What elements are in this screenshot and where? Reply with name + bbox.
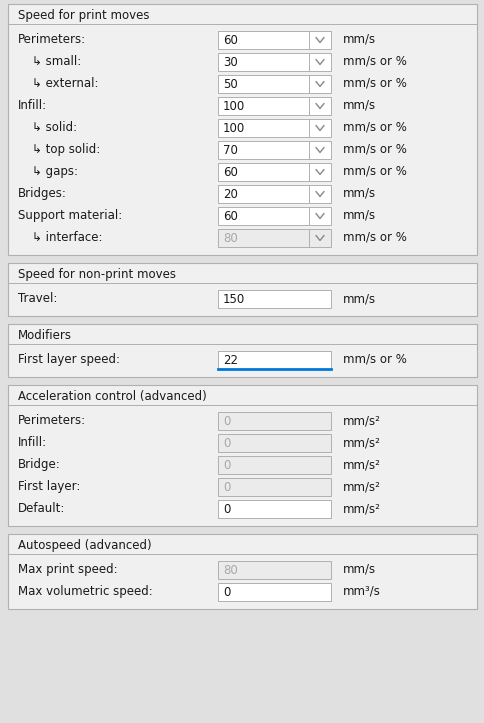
Bar	[217, 412, 330, 430]
Text: mm/s or %: mm/s or %	[342, 231, 406, 244]
Text: 60: 60	[223, 210, 237, 223]
Text: 150: 150	[223, 293, 245, 306]
Text: Infill:: Infill:	[18, 436, 47, 449]
Text: Speed for print moves: Speed for print moves	[18, 9, 149, 22]
Text: Max print speed:: Max print speed:	[18, 563, 118, 576]
Bar	[217, 434, 330, 452]
Text: mm/s or %: mm/s or %	[342, 55, 406, 68]
Text: ↳ external:: ↳ external:	[32, 77, 98, 90]
Text: mm³/s: mm³/s	[342, 585, 380, 598]
Text: 80: 80	[223, 232, 237, 245]
Text: ↳ solid:: ↳ solid:	[32, 121, 77, 134]
Text: First layer:: First layer:	[18, 480, 80, 493]
Bar	[217, 141, 330, 159]
Text: 0: 0	[223, 586, 230, 599]
Text: ↳ interface:: ↳ interface:	[32, 231, 102, 244]
Text: ↳ top solid:: ↳ top solid:	[32, 143, 100, 156]
Text: mm/s²: mm/s²	[342, 480, 380, 493]
Text: 100: 100	[223, 100, 245, 113]
Text: Max volumetric speed:: Max volumetric speed:	[18, 585, 152, 598]
Text: mm/s or %: mm/s or %	[342, 165, 406, 178]
Text: Support material:: Support material:	[18, 209, 122, 222]
Text: mm/s or %: mm/s or %	[342, 143, 406, 156]
Text: mm/s or %: mm/s or %	[342, 77, 406, 90]
Text: 80: 80	[223, 564, 237, 577]
Text: 20: 20	[223, 188, 237, 201]
Text: First layer speed:: First layer speed:	[18, 353, 120, 366]
Bar	[217, 583, 330, 601]
Text: 60: 60	[223, 166, 237, 179]
Bar	[217, 185, 330, 203]
Bar	[217, 290, 330, 308]
Text: mm/s²: mm/s²	[342, 436, 380, 449]
Text: 0: 0	[223, 459, 230, 472]
Text: mm/s: mm/s	[342, 563, 376, 576]
Bar	[8, 4, 476, 255]
Text: mm/s or %: mm/s or %	[342, 353, 406, 366]
Text: 0: 0	[223, 481, 230, 494]
Text: mm/s: mm/s	[342, 187, 376, 200]
Bar	[217, 229, 330, 247]
Text: ↳ small:: ↳ small:	[32, 55, 81, 68]
Text: Autospeed (advanced): Autospeed (advanced)	[18, 539, 151, 552]
Text: 70: 70	[223, 144, 237, 157]
Text: 0: 0	[223, 503, 230, 516]
Text: Bridges:: Bridges:	[18, 187, 67, 200]
Text: 0: 0	[223, 437, 230, 450]
Text: Infill:: Infill:	[18, 99, 47, 112]
Text: Speed for non-print moves: Speed for non-print moves	[18, 268, 176, 281]
Bar	[217, 163, 330, 181]
Text: mm/s: mm/s	[342, 99, 376, 112]
Bar	[217, 31, 330, 49]
Text: Travel:: Travel:	[18, 292, 57, 305]
Text: 50: 50	[223, 78, 237, 91]
Bar	[217, 351, 330, 369]
Bar	[8, 534, 476, 609]
Text: 30: 30	[223, 56, 237, 69]
Text: mm/s: mm/s	[342, 209, 376, 222]
Bar	[217, 456, 330, 474]
Text: mm/s²: mm/s²	[342, 458, 380, 471]
Text: mm/s: mm/s	[342, 33, 376, 46]
Text: 22: 22	[223, 354, 238, 367]
Bar	[217, 97, 330, 115]
Bar	[217, 500, 330, 518]
Text: mm/s²: mm/s²	[342, 414, 380, 427]
Bar	[217, 75, 330, 93]
Bar	[217, 207, 330, 225]
Bar	[8, 385, 476, 526]
Text: ↳ gaps:: ↳ gaps:	[32, 165, 78, 178]
Text: mm/s: mm/s	[342, 292, 376, 305]
Text: 100: 100	[223, 122, 245, 135]
Text: Acceleration control (advanced): Acceleration control (advanced)	[18, 390, 206, 403]
Bar	[8, 263, 476, 316]
Bar	[217, 561, 330, 579]
Text: Default:: Default:	[18, 502, 65, 515]
Bar	[217, 478, 330, 496]
Bar	[8, 324, 476, 377]
Bar	[217, 53, 330, 71]
Text: mm/s or %: mm/s or %	[342, 121, 406, 134]
Text: 60: 60	[223, 34, 237, 47]
Text: Modifiers: Modifiers	[18, 329, 72, 342]
Text: mm/s²: mm/s²	[342, 502, 380, 515]
Text: Bridge:: Bridge:	[18, 458, 60, 471]
Text: 0: 0	[223, 415, 230, 428]
Text: Perimeters:: Perimeters:	[18, 33, 86, 46]
Bar	[217, 119, 330, 137]
Text: Perimeters:: Perimeters:	[18, 414, 86, 427]
